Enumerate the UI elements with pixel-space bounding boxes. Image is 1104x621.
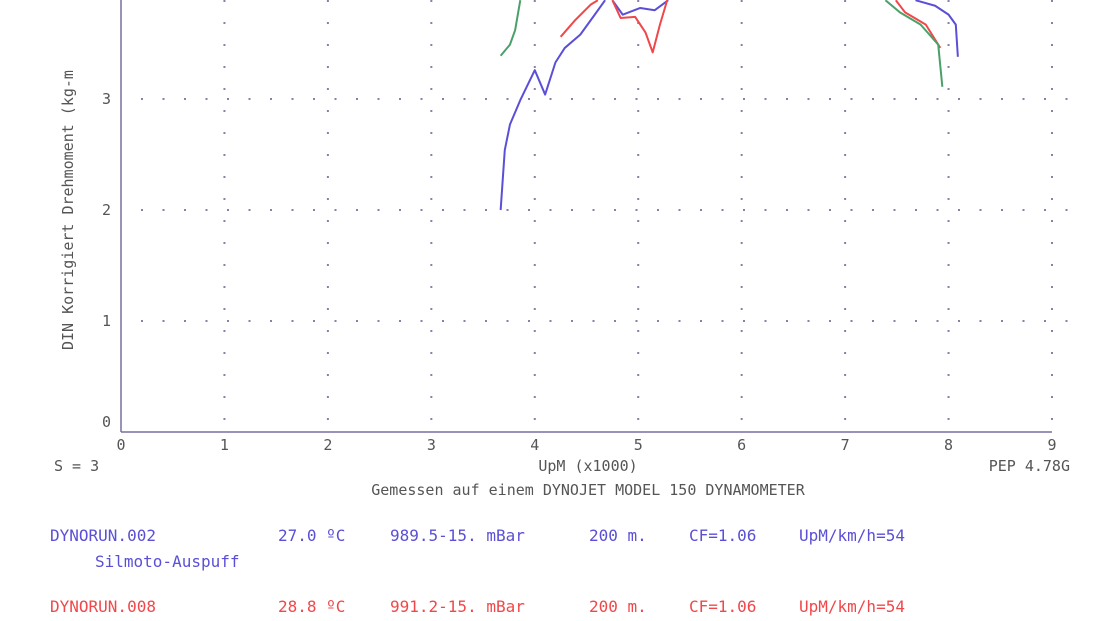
run-file: DYNORUN.008 <box>50 597 156 616</box>
series <box>499 0 959 211</box>
torque-line-run-1 <box>611 0 669 16</box>
x-tick-label: 9 <box>1047 436 1056 454</box>
x-tick-label: 3 <box>427 436 436 454</box>
x-tick-label: 1 <box>220 436 229 454</box>
x-tick-label: 2 <box>323 436 332 454</box>
torque-line-run-3 <box>499 0 522 57</box>
run-temp: 28.8 ºC <box>278 597 346 616</box>
x-tick-label: 7 <box>841 436 850 454</box>
x-axis-label: UpM (x1000) <box>538 457 637 475</box>
run-ratio: UpM/km/h=54 <box>799 597 905 616</box>
run-alt: 200 m. <box>589 526 647 545</box>
run-ratio: UpM/km/h=54 <box>799 526 905 545</box>
y-tick-label: 0 <box>102 413 111 431</box>
run-cf: CF=1.06 <box>689 526 757 545</box>
run-note: Silmoto-Auspuff <box>95 552 240 571</box>
torque-line-run-2 <box>895 0 942 49</box>
torque-line-run-1 <box>499 0 606 211</box>
y-tick-label: 2 <box>102 201 111 219</box>
y-tick-label: 3 <box>102 90 111 108</box>
run-temp: 27.0 ºC <box>278 526 346 545</box>
run-info-1: DYNORUN.002 27.0 ºC 989.5-15. mBar 200 m. CF… <box>50 526 1090 572</box>
measured-note: Gemessen auf einem DYNOJET MODEL 150 DYN… <box>371 481 805 499</box>
torque-line-run-3 <box>884 0 944 87</box>
torque-line-run-2 <box>611 0 669 54</box>
x-tick-label: 8 <box>944 436 953 454</box>
run-info-row: DYNORUN.008 28.8 ºC 991.2-15. mBar 200 m. CF… <box>50 597 1090 617</box>
run-file: DYNORUN.002 <box>50 526 156 545</box>
run-info-row: DYNORUN.002 27.0 ºC 989.5-15. mBar 200 m. CF… <box>50 526 1090 546</box>
smoothing-label: S = 3 <box>54 457 99 475</box>
x-tick-label: 6 <box>737 436 746 454</box>
x-tick-label: 4 <box>530 436 539 454</box>
x-tick-label: 5 <box>634 436 643 454</box>
torque-line-run-1 <box>915 0 959 57</box>
axes <box>120 0 1052 433</box>
run-pressure: 989.5-15. mBar <box>390 526 525 545</box>
run-alt: 200 m. <box>589 597 647 616</box>
run-cf: CF=1.06 <box>689 597 757 616</box>
x-tick-label: 0 <box>116 436 125 454</box>
version-label: PEP 4.78G <box>989 457 1070 475</box>
tick-labels: 0 1 2 3 4 5 6 7 8 9 0 1 2 3 <box>102 90 1057 454</box>
grid <box>141 0 1077 432</box>
run-pressure: 991.2-15. mBar <box>390 597 525 616</box>
y-axis-label: DIN Korrigiert Drehmoment (kg-m <box>59 70 77 350</box>
y-tick-label: 1 <box>102 312 111 330</box>
torque-line-run-2 <box>559 0 599 38</box>
run-info-2: DYNORUN.008 28.8 ºC 991.2-15. mBar 200 m. CF… <box>50 597 1090 617</box>
